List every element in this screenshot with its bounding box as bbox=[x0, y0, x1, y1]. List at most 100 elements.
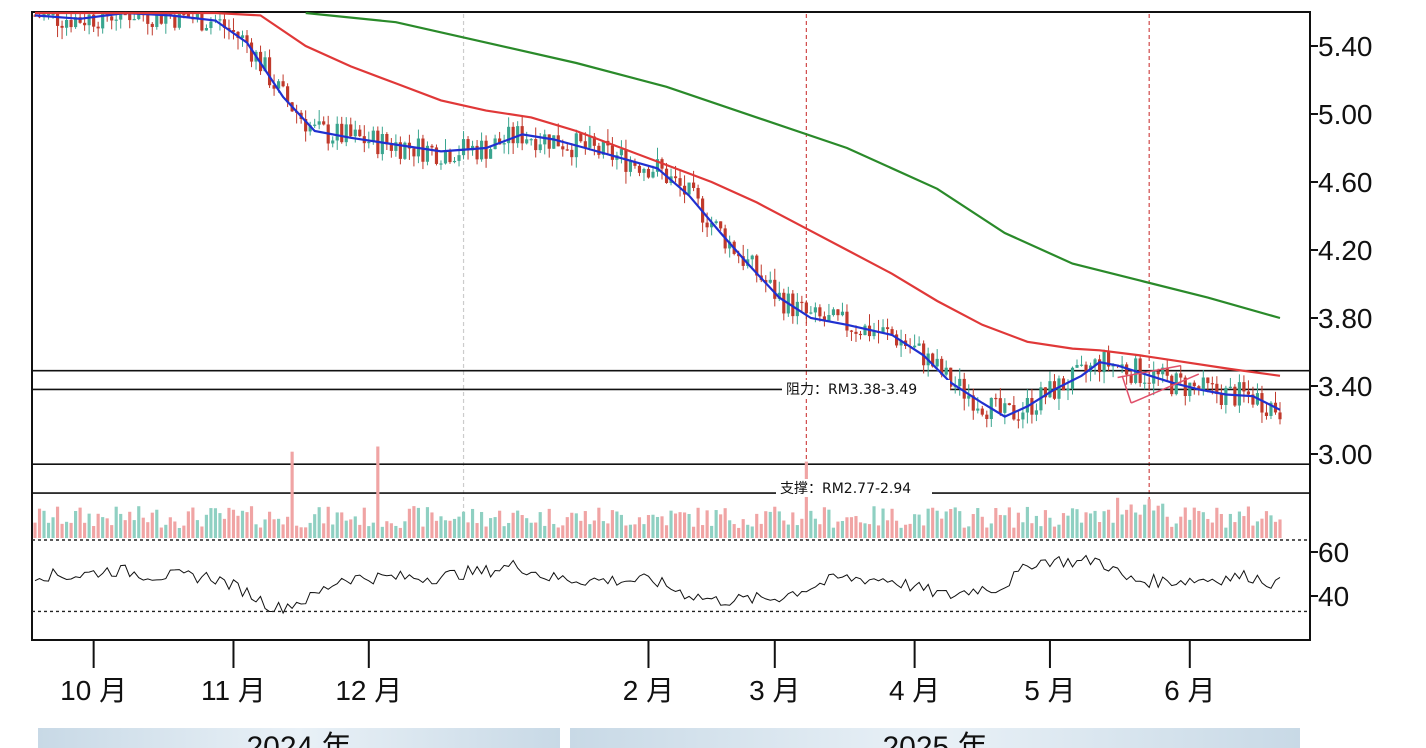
volume-bar bbox=[1107, 509, 1111, 538]
candle bbox=[831, 309, 836, 316]
volume-bar bbox=[119, 513, 123, 538]
volume-bar bbox=[452, 518, 457, 538]
volume-bar bbox=[1188, 519, 1192, 538]
candle bbox=[1192, 382, 1196, 387]
candle bbox=[101, 14, 105, 29]
rsi-tick-label: 40 bbox=[1318, 581, 1349, 612]
candle bbox=[1093, 359, 1097, 366]
candle bbox=[1070, 367, 1075, 389]
volume-bar bbox=[904, 524, 908, 538]
volume-bar bbox=[1052, 526, 1057, 538]
candle bbox=[538, 144, 542, 151]
volume-bar bbox=[1034, 515, 1038, 538]
volume-bar bbox=[908, 523, 912, 538]
volume-bar bbox=[132, 520, 136, 538]
volume-bar bbox=[633, 524, 637, 538]
candle bbox=[637, 165, 642, 173]
candle bbox=[1057, 378, 1061, 399]
flag-lower bbox=[1130, 373, 1200, 404]
candle bbox=[74, 17, 78, 28]
volume-bar bbox=[245, 512, 249, 538]
support-label-bg bbox=[776, 479, 932, 497]
resistance-label: 阻力：RM3.38-3.49 bbox=[786, 382, 917, 398]
candle bbox=[200, 14, 204, 31]
candle bbox=[836, 309, 840, 316]
level-lines bbox=[32, 369, 1310, 494]
candle bbox=[434, 147, 439, 164]
candle bbox=[511, 126, 515, 144]
candle bbox=[592, 136, 596, 146]
volume-bar bbox=[340, 512, 344, 538]
candle bbox=[1143, 382, 1147, 384]
volume-bar bbox=[96, 513, 100, 538]
year-band-2025: 2025 年 bbox=[570, 728, 1300, 748]
volume-bar bbox=[200, 526, 204, 538]
candle bbox=[1228, 386, 1232, 388]
volume-bar bbox=[624, 525, 628, 538]
candle bbox=[236, 31, 240, 38]
volume-bar bbox=[579, 520, 583, 538]
volume-bar bbox=[114, 506, 118, 538]
volume-bar bbox=[1097, 522, 1102, 538]
candle bbox=[186, 14, 190, 19]
volume-bar bbox=[561, 525, 565, 538]
candle bbox=[1084, 364, 1088, 373]
volume-bar bbox=[353, 516, 357, 538]
volume-bar bbox=[249, 506, 254, 538]
volume-bar bbox=[1165, 516, 1169, 538]
volume-bar bbox=[475, 523, 479, 538]
volume-bar bbox=[407, 508, 411, 538]
volume-bar bbox=[858, 522, 863, 538]
candle bbox=[1264, 412, 1269, 416]
volume-bar bbox=[655, 516, 660, 538]
volume-bar bbox=[1057, 524, 1061, 538]
volume-bar bbox=[105, 518, 109, 538]
candle bbox=[204, 28, 208, 31]
y-tick-label: 4.20 bbox=[1318, 235, 1373, 266]
candle bbox=[150, 23, 154, 27]
volume-bar bbox=[159, 527, 163, 538]
candle bbox=[696, 187, 700, 199]
volume-bar bbox=[822, 507, 826, 538]
volume-bar bbox=[430, 512, 434, 538]
candle bbox=[304, 119, 308, 132]
candle bbox=[55, 14, 60, 26]
volume-bar bbox=[673, 513, 678, 538]
volume-bar bbox=[425, 507, 430, 538]
candle bbox=[998, 398, 1002, 413]
candle bbox=[1210, 383, 1214, 385]
candle bbox=[146, 14, 150, 24]
candle bbox=[588, 136, 592, 148]
plot-frame bbox=[31, 11, 1311, 641]
candle bbox=[249, 42, 254, 62]
volume-bar bbox=[403, 521, 407, 538]
candle bbox=[642, 168, 646, 173]
volume-bar bbox=[92, 526, 96, 538]
x-tick-label: 11 月 bbox=[201, 675, 266, 706]
volume-bar bbox=[277, 518, 281, 538]
volume-bar bbox=[994, 508, 998, 538]
volume-bar bbox=[1120, 514, 1124, 538]
candle bbox=[308, 125, 312, 132]
volume-bar bbox=[1070, 508, 1075, 538]
volume-bar bbox=[191, 507, 195, 538]
volume-bar bbox=[479, 511, 484, 538]
candle bbox=[1003, 403, 1007, 413]
support-label: 支撑：RM2.77-2.94 bbox=[780, 481, 911, 497]
volume-bar bbox=[1273, 521, 1278, 538]
candle bbox=[240, 35, 245, 38]
candle bbox=[881, 327, 885, 333]
volume-bar bbox=[394, 525, 398, 538]
candle bbox=[822, 316, 826, 321]
volume-bar bbox=[606, 523, 610, 538]
volume-bar bbox=[543, 525, 547, 538]
candle bbox=[281, 81, 285, 87]
volume-bar bbox=[1079, 522, 1084, 538]
volume-bar bbox=[940, 518, 944, 538]
volume-bar bbox=[737, 527, 741, 538]
volume-bar bbox=[150, 512, 154, 538]
volume-bar bbox=[267, 511, 272, 538]
volume-bar bbox=[894, 520, 899, 538]
candle bbox=[317, 121, 321, 125]
